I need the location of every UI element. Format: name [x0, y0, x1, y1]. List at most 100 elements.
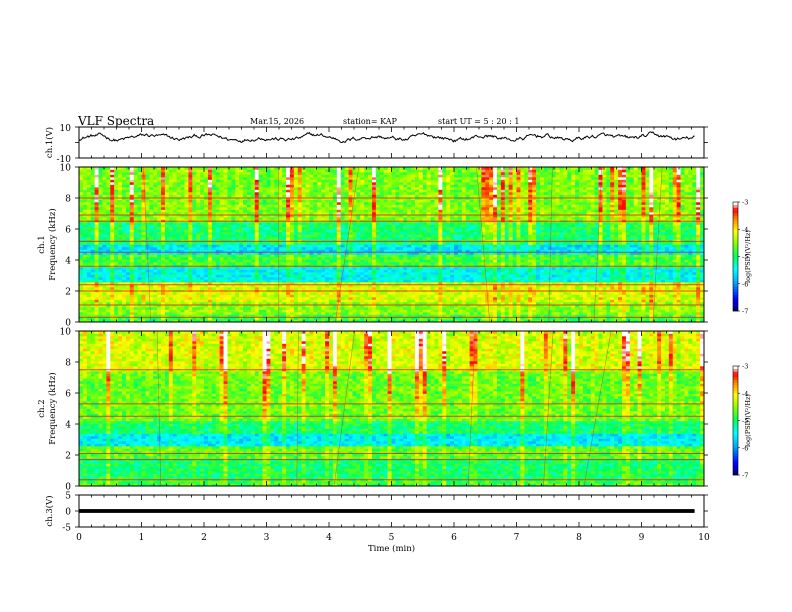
ch1-spectrogram-cell — [364, 297, 369, 300]
ch1-spectrogram-cell — [473, 282, 478, 285]
ch1-spectrogram-cell — [262, 274, 267, 278]
ch1-spectrogram-cell — [528, 294, 533, 298]
ch1-spectrogram-cell — [430, 297, 435, 300]
ch1-spectrogram-cell — [551, 277, 556, 280]
ch1-spectrogram-cell — [266, 274, 271, 278]
ch1-spectrogram-cell — [426, 282, 431, 285]
ch1-spectrogram-cell — [371, 249, 377, 253]
ch1-spectrogram-cell — [430, 267, 435, 270]
ch1-spectrogram-cell — [395, 267, 400, 270]
ch1-spectrogram-cell — [79, 319, 84, 323]
ch1-spectrogram-cell — [637, 294, 642, 298]
ch1-spectrogram-cell — [246, 319, 252, 323]
ch1-spectrogram-cell — [575, 307, 580, 310]
ch1-spectrogram-cell — [633, 284, 638, 288]
ch1-spectrogram-cell — [422, 304, 427, 308]
ch1-spectrogram-cell — [164, 269, 170, 273]
ch1-spectrogram-cell — [700, 254, 705, 258]
ch1-spectrogram-cell — [348, 267, 353, 270]
ch1-spectrogram-cell — [329, 284, 334, 288]
ch1-spectrogram-cell — [110, 314, 115, 318]
ch1-spectrogram-cell — [297, 299, 302, 303]
ch1-spectrogram-cell — [86, 319, 92, 323]
ch1-spectrogram-cell — [657, 252, 662, 255]
ch1-spectrogram-cell — [270, 279, 275, 283]
ch1-spectrogram-cell — [606, 279, 611, 283]
ch1-spectrogram-cell — [668, 294, 674, 298]
ch1-spectrogram-cell — [79, 312, 84, 315]
ch1-spectrogram-cell — [254, 259, 259, 263]
ch1-spectrogram-cell — [532, 297, 537, 300]
ch1-spectrogram-cell — [325, 307, 330, 310]
ch1-spectrogram-cell — [395, 247, 400, 250]
ch1-spectrogram-cell — [211, 314, 217, 318]
ch1-spectrogram-cell — [266, 282, 271, 285]
ch1-spectrogram-cell — [528, 312, 533, 315]
ch1-spectrogram-cell — [571, 297, 576, 300]
ch1-spectrogram-cell — [223, 257, 228, 260]
ch1-spectrogram-cell — [528, 314, 533, 318]
ch1-spectrogram-cell — [450, 314, 455, 318]
ch1-spectrogram-cell — [266, 302, 271, 305]
ch1-spectrogram-cell — [329, 319, 334, 323]
ch1-spectrogram-cell — [598, 257, 603, 260]
ch1-spectrogram-cell — [317, 314, 322, 318]
ch1-spectrogram-cell — [438, 257, 443, 260]
ch1-spectrogram-cell — [469, 292, 474, 295]
ch1-spectrogram-cell — [118, 252, 123, 255]
ch1-spectrogram-cell — [524, 259, 529, 263]
ch1-spectrogram-cell — [543, 249, 549, 253]
ch1-spectrogram-cell — [676, 299, 681, 303]
ch1-spectrogram-cell — [477, 259, 482, 263]
ch1-spectrogram-cell — [395, 299, 400, 303]
ch1-spectrogram-cell — [489, 247, 494, 250]
ch1-spectrogram-cell — [473, 274, 478, 278]
ch1-spectrogram-cell — [551, 262, 556, 265]
ch1-spectrogram-cell — [696, 279, 701, 283]
ch1-spectrogram-cell — [664, 312, 670, 315]
ch1-spectrogram-cell — [137, 304, 142, 308]
ch1-spectrogram-cell — [266, 304, 271, 308]
ch1-spectrogram-cell — [348, 314, 353, 318]
ch1-spectrogram-cell — [672, 319, 677, 323]
ch1-spectrogram-cell — [676, 284, 681, 288]
ch1-spectrogram-cell — [418, 254, 424, 258]
ch1-spectrogram-cell — [82, 312, 88, 315]
ch1-spectrogram-cell — [79, 292, 84, 295]
ch1-spectrogram-cell — [254, 277, 259, 280]
ch1-spectrogram-cell — [106, 259, 111, 263]
ch1-spectrogram-cell — [516, 304, 521, 308]
ch1-spectrogram-cell — [696, 257, 701, 260]
ch1-spectrogram-cell — [368, 302, 373, 305]
ch1-spectrogram-cell — [149, 269, 154, 273]
ch1-spectrogram-cell — [309, 279, 314, 283]
ch1-spectrogram-cell — [352, 287, 357, 290]
ch1-spectrogram-cell — [348, 309, 353, 313]
ch1-spectrogram-cell — [192, 319, 197, 323]
ch1-spectrogram-cell — [606, 259, 611, 263]
ch1-spectrogram-cell — [516, 307, 521, 310]
ch1-spectrogram-cell — [461, 257, 467, 260]
ch1-spectrogram-cell — [543, 294, 549, 298]
ch1-spectrogram-cell — [321, 282, 326, 285]
ch1-spectrogram-cell — [645, 247, 650, 250]
ch1-spectrogram-cell — [383, 269, 388, 273]
ch1-spectrogram-cell — [114, 269, 119, 273]
ch1-spectrogram-cell — [536, 274, 541, 278]
ch1-spectrogram-cell — [289, 252, 295, 255]
ch1-spectrogram-cell — [137, 309, 142, 313]
ch1-spectrogram-cell — [594, 277, 599, 280]
ch1-spectrogram-cell — [407, 262, 412, 265]
ch1-spectrogram-cell — [215, 297, 220, 300]
ch1-spectrogram-cell — [204, 309, 209, 313]
ch1-spectrogram-cell — [231, 284, 236, 288]
ch1-spectrogram-cell — [422, 317, 427, 320]
ch1-spectrogram-cell — [118, 249, 123, 253]
ch1-spectrogram-cell — [465, 307, 470, 310]
ch1-spectrogram-cell — [528, 307, 533, 310]
ch1-spectrogram-cell — [504, 314, 509, 318]
ch1-spectrogram-cell — [270, 254, 275, 258]
ch1-spectrogram-cell — [676, 277, 681, 280]
ch1-spectrogram-cell — [102, 244, 107, 248]
ch1-spectrogram-cell — [532, 272, 537, 275]
